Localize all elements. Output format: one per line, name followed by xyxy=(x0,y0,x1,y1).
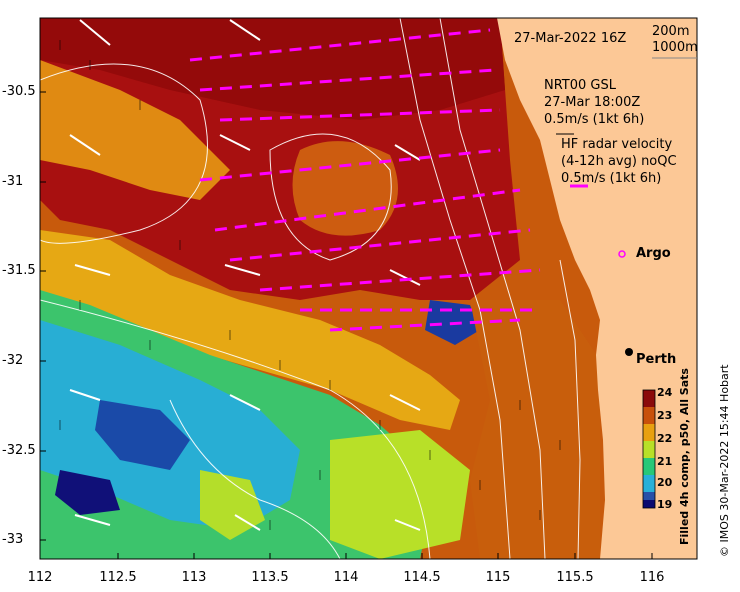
map-frame xyxy=(39,17,698,560)
y-tick-label: -31 xyxy=(2,174,24,189)
x-tick-label: 114 xyxy=(333,570,359,585)
contour-legend-200m: 200m xyxy=(652,24,690,39)
coastal-warm xyxy=(470,300,600,559)
x-tick-label: 112 xyxy=(27,570,53,585)
colorbar-tick: 24 xyxy=(657,386,673,399)
y-tick-label: -33 xyxy=(2,532,24,547)
x-tick-label: 115 xyxy=(485,570,511,585)
perth-marker xyxy=(625,348,633,356)
argo-marker xyxy=(618,250,626,258)
colorbar-tick: 23 xyxy=(657,409,673,422)
y-tick-label: -31.5 xyxy=(2,263,36,278)
map-field xyxy=(40,18,697,559)
colorbar xyxy=(642,389,656,509)
hf-legend-line3: 0.5m/s (1kt 6h) xyxy=(561,171,662,186)
argo-label: Argo xyxy=(636,246,671,261)
x-tick-label: 112.5 xyxy=(99,570,137,585)
hf-radar-vectors xyxy=(189,28,541,332)
bathymetry-contours xyxy=(40,18,581,559)
colorbar-tick: 20 xyxy=(657,476,673,489)
colorbar-tick: 21 xyxy=(657,455,673,468)
credit-text: © IMOS 30-Mar-2022 15:44 Hobart xyxy=(718,364,731,557)
y-tick-label: -30.5 xyxy=(2,84,36,99)
x-tick-label: 113.5 xyxy=(251,570,289,585)
y-tick-label: -32 xyxy=(2,353,24,368)
gsl-legend-line1: NRT00 GSL xyxy=(544,78,616,93)
hf-legend-line2: (4-12h avg) noQC xyxy=(561,154,677,169)
yellowgreen-south xyxy=(330,430,470,559)
gsl-vectors xyxy=(69,19,421,531)
yellow-band xyxy=(40,230,460,430)
eddy-core xyxy=(292,141,398,236)
x-tick-label: 113 xyxy=(181,570,207,585)
hf-legend-line1: HF radar velocity xyxy=(561,137,673,152)
orange-band-north xyxy=(40,60,230,200)
x-tick-label: 114.5 xyxy=(403,570,441,585)
hf-short-vectors xyxy=(59,40,561,530)
map-datetime: 27-Mar-2022 16Z xyxy=(514,31,627,46)
y-tick-label: -32.5 xyxy=(2,443,36,458)
colorbar-title: Filled 4h comp, p50, All Sats xyxy=(678,368,691,545)
perth-label: Perth xyxy=(636,352,677,367)
cold-patch-1 xyxy=(95,400,190,470)
contour-legend-1000m: 1000m xyxy=(652,40,698,55)
x-tick-label: 116 xyxy=(639,570,665,585)
x-tick-label: 115.5 xyxy=(556,570,594,585)
cold-patch-2 xyxy=(55,470,120,515)
colorbar-tick: 22 xyxy=(657,432,673,445)
gsl-legend-line2: 27-Mar 18:00Z xyxy=(544,95,641,110)
axis-ticks xyxy=(39,91,653,559)
colorbar-tick: 19 xyxy=(657,498,673,511)
gsl-legend-line3: 0.5m/s (1kt 6h) xyxy=(544,112,645,127)
warm-core xyxy=(40,18,505,120)
